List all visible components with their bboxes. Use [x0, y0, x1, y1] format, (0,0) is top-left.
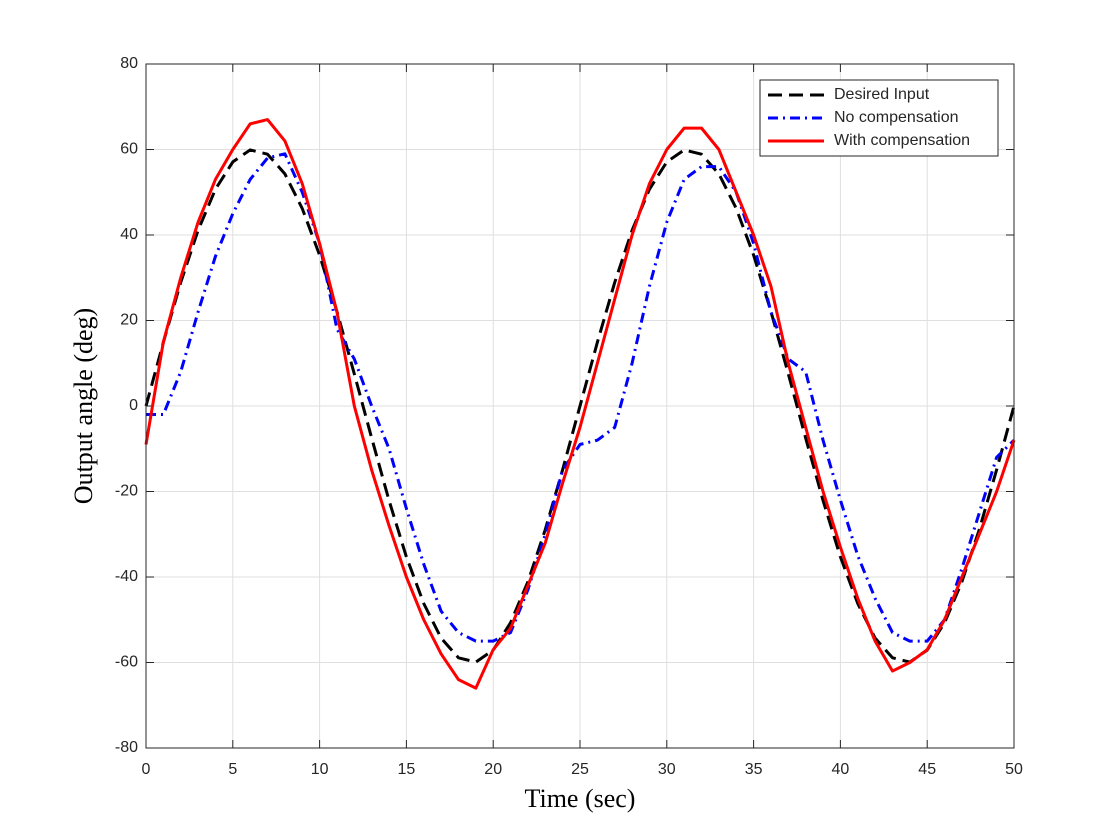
x-tick-label: 45 [918, 761, 936, 778]
x-tick-label: 40 [832, 761, 850, 778]
y-tick-label: 0 [129, 397, 138, 414]
y-tick-label: -80 [115, 739, 138, 756]
y-tick-label: 20 [120, 312, 138, 329]
x-tick-label: 35 [745, 761, 763, 778]
x-tick-label: 25 [571, 761, 589, 778]
x-tick-label: 5 [228, 761, 237, 778]
legend-label: With compensation [834, 132, 970, 149]
series-line [144, 118, 1016, 690]
y-tick-label: -60 [115, 654, 138, 671]
axes-box [145, 63, 1015, 749]
x-tick-label: 15 [398, 761, 416, 778]
x-tick-label: 50 [1005, 761, 1023, 778]
y-tick-label: 60 [120, 141, 138, 158]
legend-label: Desired Input [834, 86, 930, 103]
y-tick-label: 40 [120, 226, 138, 243]
x-tick-label: 30 [658, 761, 676, 778]
legend-label: No compensation [834, 109, 959, 126]
x-tick-label: 10 [311, 761, 329, 778]
y-tick-label: -40 [115, 568, 138, 585]
x-tick-label: 20 [484, 761, 502, 778]
y-tick-label: -20 [115, 483, 138, 500]
x-axis-label: Time (sec) [525, 784, 636, 813]
series-line [146, 152, 1016, 643]
y-tick-label: 80 [120, 55, 138, 72]
x-tick-label: 0 [142, 761, 151, 778]
y-axis-label: Output angle (deg) [69, 308, 98, 504]
